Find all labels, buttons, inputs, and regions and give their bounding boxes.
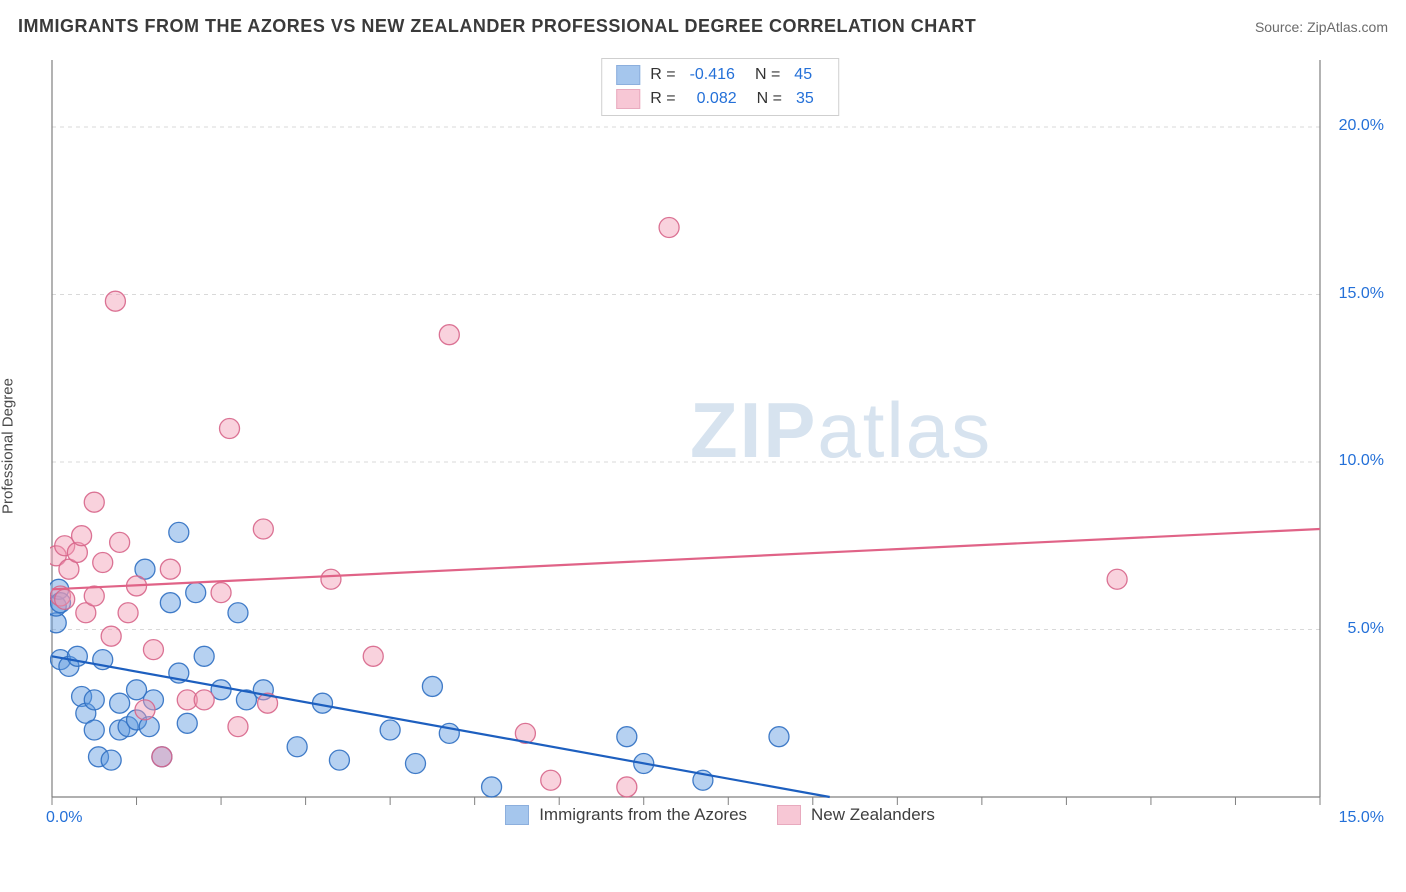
legend-item: Immigrants from the Azores (505, 805, 747, 825)
chart-title: IMMIGRANTS FROM THE AZORES VS NEW ZEALAN… (18, 16, 976, 37)
legend-label: Immigrants from the Azores (539, 805, 747, 825)
legend-label: New Zealanders (811, 805, 935, 825)
source-label: Source: ZipAtlas.com (1255, 19, 1388, 35)
x-tick-label: 0.0% (46, 809, 82, 827)
legend-item: New Zealanders (777, 805, 935, 825)
stats-row: R =-0.416 N =45 (602, 63, 838, 87)
series-legend: Immigrants from the Azores New Zealander… (50, 805, 1390, 825)
swatch-icon (616, 89, 640, 109)
y-tick-label: 15.0% (1339, 285, 1384, 303)
swatch-icon (505, 805, 529, 825)
y-tick-label: 20.0% (1339, 117, 1384, 135)
scatter-plot (50, 55, 1390, 825)
y-tick-label: 10.0% (1339, 452, 1384, 470)
stats-row: R =0.082 N =35 (602, 87, 838, 111)
chart-area: ZIPatlas R =-0.416 N =45 R =0.082 N =35 … (50, 55, 1390, 825)
stats-legend: R =-0.416 N =45 R =0.082 N =35 (601, 58, 839, 116)
swatch-icon (777, 805, 801, 825)
x-tick-label: 15.0% (1339, 809, 1384, 827)
y-axis-label: Professional Degree (0, 378, 17, 514)
swatch-icon (616, 65, 640, 85)
y-tick-label: 5.0% (1348, 620, 1384, 638)
